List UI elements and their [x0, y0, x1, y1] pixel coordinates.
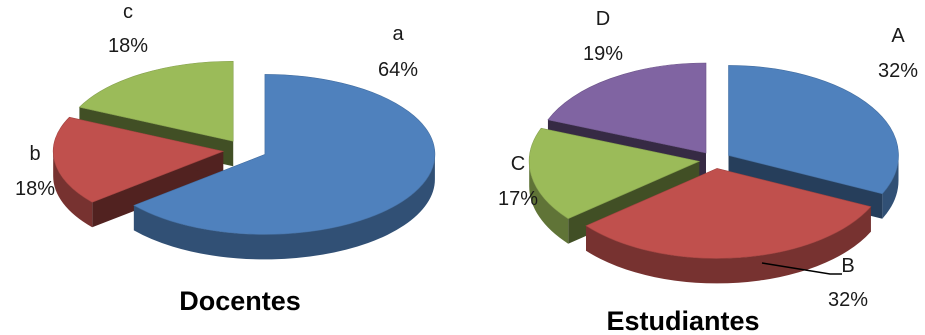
slice-B [585, 168, 872, 284]
docentes-slices [52, 60, 436, 260]
slice-label-D: D [596, 8, 610, 30]
slice-label-A: A [891, 25, 905, 47]
docentes-labels: a 64% b 18% c 18% [15, 1, 418, 200]
chart-title-docentes: Docentes [179, 286, 301, 316]
slice-value-a: 64% [378, 59, 418, 81]
slice-label-b: b [29, 143, 40, 165]
slice-b [52, 116, 225, 228]
slice-value-C: 17% [498, 188, 538, 210]
slice-value-c: 18% [108, 35, 148, 57]
slice-label-C: C [511, 153, 525, 175]
slice-label-c: c [123, 1, 133, 23]
slice-value-B: 32% [828, 289, 868, 311]
slice-label-a: a [392, 23, 404, 45]
estudiantes-slices [528, 62, 899, 284]
estudiantes-labels: A 32% B 32% C 17% D 19% [498, 8, 918, 311]
slice-value-D: 19% [583, 43, 623, 65]
slice-a [133, 74, 436, 260]
chart-docentes: a 64% b 18% c 18% Docentes [15, 1, 436, 316]
slice-value-b: 18% [15, 178, 55, 200]
leader-line-B [761, 262, 842, 275]
chart-title-estudiantes: Estudiantes [606, 306, 759, 335]
slice-value-A: 32% [878, 60, 918, 82]
slice-label-B: B [841, 255, 854, 277]
chart-estudiantes: A 32% B 32% C 17% D 19% Estudiantes [498, 8, 918, 335]
